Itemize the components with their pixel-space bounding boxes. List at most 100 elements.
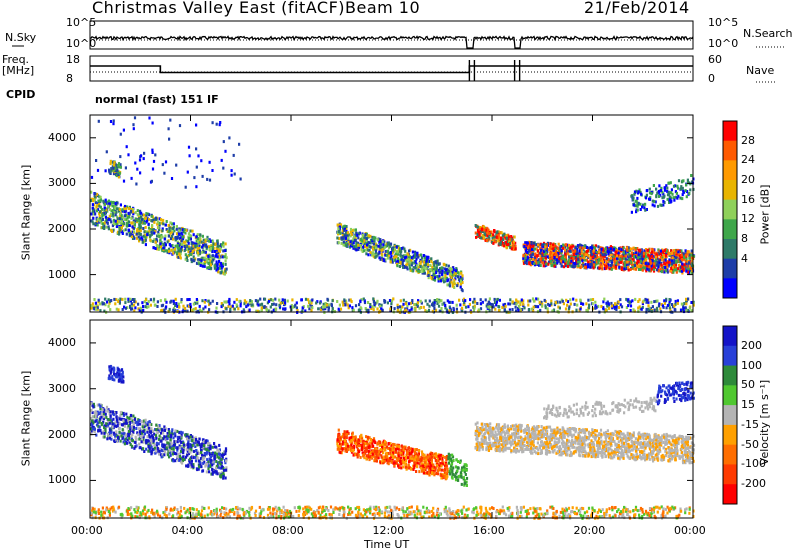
power-echo [402, 246, 405, 250]
power-echo [622, 251, 626, 255]
power-echo [138, 239, 141, 243]
velocity-echo [122, 440, 125, 444]
power-data-layer [90, 116, 696, 314]
power-echo [209, 247, 212, 251]
power-echo [583, 244, 586, 248]
power-echo [571, 265, 574, 269]
power-echo [135, 182, 138, 186]
power-echo [122, 179, 126, 183]
power-echo [617, 249, 620, 252]
power-echo [473, 300, 476, 304]
power-echo [407, 257, 410, 261]
power-echo [148, 218, 151, 222]
power-echo [345, 241, 348, 245]
power-echo [185, 228, 188, 232]
power-echo [233, 172, 236, 176]
power-echo [598, 250, 601, 254]
power-echo [433, 307, 436, 310]
power-echo [619, 298, 622, 302]
power-echo [167, 127, 170, 131]
power-echo [365, 232, 368, 236]
power-echo [679, 268, 682, 272]
power-echo [404, 265, 407, 269]
power-echo [205, 238, 208, 241]
velocity-echo [186, 433, 189, 437]
power-echo [367, 308, 370, 312]
power-echo [607, 305, 610, 309]
power-echo [99, 309, 102, 313]
power-echo [195, 298, 198, 301]
power-echo [210, 266, 213, 270]
power-echo [659, 307, 662, 311]
velocity-echo [209, 463, 212, 467]
velocity-echo [163, 450, 166, 454]
power-echo [455, 267, 458, 271]
power-echo [109, 159, 112, 163]
power-echo [490, 232, 493, 236]
power-echo [114, 213, 117, 217]
power-echo [105, 300, 109, 304]
power-echo [373, 239, 376, 243]
power-echo [678, 263, 681, 267]
power-echo [372, 297, 375, 301]
power-echo [657, 189, 661, 193]
power-echo [215, 246, 218, 250]
power-echo [351, 229, 354, 233]
velocity-echo [132, 414, 135, 418]
power-echo [156, 300, 159, 304]
power-echo [556, 300, 559, 304]
power-echo [143, 151, 146, 155]
power-echo [216, 249, 219, 252]
velocity-echo [178, 444, 181, 448]
power-echo [113, 297, 116, 301]
power-echo [543, 298, 546, 302]
power-echo [96, 203, 99, 207]
power-echo [218, 123, 221, 127]
power-echo [476, 228, 480, 232]
power-echo [362, 297, 365, 301]
power-echo [142, 234, 145, 238]
power-echo [366, 240, 369, 244]
power-echo [325, 303, 329, 307]
power-echo [532, 299, 536, 303]
power-echo [114, 222, 117, 225]
power-echo [411, 261, 414, 265]
power-echo [219, 271, 222, 275]
power-echo [461, 274, 464, 278]
velocity-echo [91, 425, 94, 429]
power-echo [111, 200, 114, 204]
power-echo [215, 122, 218, 126]
power-echo [171, 232, 175, 236]
power-echo [138, 217, 141, 221]
power-echo [681, 252, 685, 256]
power-echo [327, 308, 330, 312]
power-echo [156, 234, 159, 238]
power-echo [419, 306, 423, 309]
power-echo [574, 249, 577, 253]
power-echo [372, 242, 376, 246]
power-echo [590, 252, 593, 256]
power-echo [575, 298, 578, 302]
power-echo [577, 264, 580, 268]
power-echo [136, 209, 139, 213]
power-echo [618, 247, 621, 251]
power-echo [454, 269, 457, 273]
power-echo [660, 186, 663, 190]
power-echo [124, 301, 127, 305]
power-echo [152, 246, 155, 250]
power-echo [448, 309, 451, 313]
power-echo [138, 237, 141, 241]
velocity-echo [195, 453, 198, 457]
power-echo [677, 257, 680, 261]
power-echo [112, 214, 115, 218]
power-echo [388, 246, 391, 250]
power-echo [283, 301, 287, 305]
power-echo [552, 243, 555, 247]
power-echo [228, 302, 231, 306]
power-echo [115, 166, 118, 169]
power-echo [647, 300, 650, 304]
power-echo [641, 205, 644, 209]
power-echo [580, 252, 583, 256]
power-echo [182, 308, 185, 312]
power-echo [107, 227, 110, 231]
